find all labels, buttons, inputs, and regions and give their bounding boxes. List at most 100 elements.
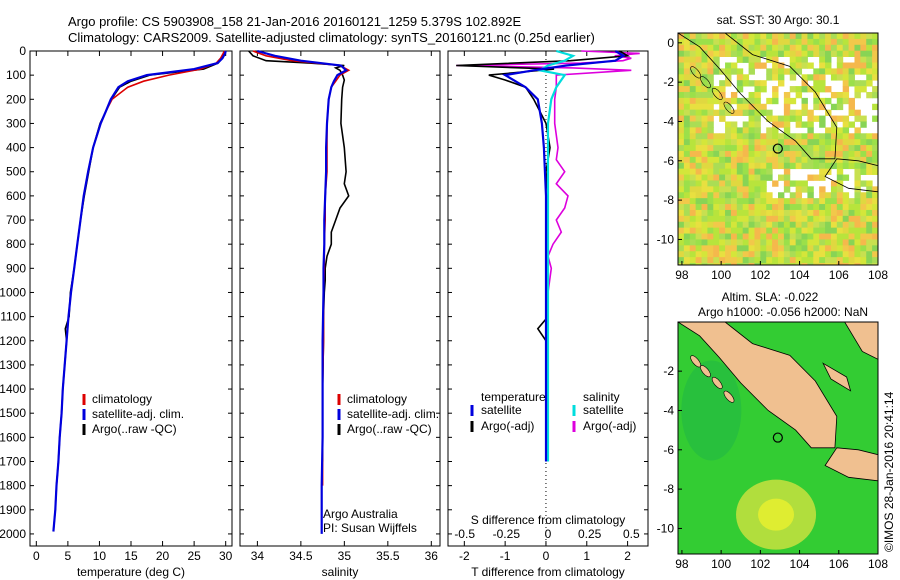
sst-cell <box>778 215 785 223</box>
sst-cell <box>701 139 708 146</box>
sst-cell <box>825 62 832 69</box>
sst-cell <box>772 133 779 140</box>
sst-cell <box>748 186 755 193</box>
sst-cell <box>742 186 750 193</box>
sst-cell <box>730 263 738 265</box>
sst-cell <box>795 145 803 152</box>
sst-cell <box>778 121 785 128</box>
depth-tick-label: 300 <box>6 116 26 130</box>
sst-cell <box>678 156 685 164</box>
sst-cell <box>801 204 808 211</box>
sst-cell <box>725 215 732 223</box>
sst-cell <box>872 74 878 81</box>
sst-cell <box>689 209 697 217</box>
sst-cell <box>772 221 779 229</box>
sst-cell <box>736 257 744 264</box>
sst-cell <box>742 168 750 175</box>
sst-cell <box>725 74 732 81</box>
sst-cell <box>754 121 761 128</box>
sst-cell <box>683 150 691 158</box>
sst-cell <box>695 127 703 134</box>
sst-cell <box>807 162 814 170</box>
sst-cell <box>766 68 773 75</box>
sst-cell <box>701 186 708 193</box>
sst-cell <box>783 215 791 223</box>
sst-cell <box>701 33 708 40</box>
sst-cell <box>860 215 867 223</box>
sst-cell <box>866 198 873 205</box>
sst-cell <box>772 257 779 264</box>
sst-cell <box>736 56 744 63</box>
sst-cell <box>713 139 720 146</box>
sst-cell <box>748 33 755 40</box>
sst-cell <box>730 44 738 52</box>
sst-cell <box>825 257 832 264</box>
sst-cell <box>854 245 861 252</box>
depth-tick-label: 2000 <box>0 527 26 541</box>
sst-cell <box>760 192 767 199</box>
sst-cell <box>742 127 750 134</box>
sst-cell <box>678 44 685 52</box>
sst-cell <box>789 263 797 265</box>
sla-map-ytick-label: -6 <box>663 443 674 457</box>
sst-cell <box>848 121 855 128</box>
sst-cell <box>707 62 714 69</box>
sst-cell <box>813 150 820 158</box>
sst-cell <box>736 180 744 187</box>
sst-cell <box>719 180 726 187</box>
sst-cell <box>772 56 779 63</box>
sst-map-content <box>678 33 878 265</box>
sst-cell <box>789 33 797 40</box>
sst-cell <box>754 257 761 264</box>
sst-cell <box>754 198 761 205</box>
sst-cell <box>854 115 861 122</box>
depth-tick-label: 0 <box>19 44 26 58</box>
sst-cell <box>866 162 873 170</box>
sst-cell <box>730 139 738 146</box>
sst-cell <box>795 86 803 93</box>
sst-cell <box>854 91 861 99</box>
sst-cell <box>813 233 820 240</box>
sst-cell <box>754 227 761 234</box>
sst-cell <box>801 50 808 57</box>
sst-cell <box>842 198 850 205</box>
sst-cell <box>836 192 844 199</box>
sst-cell <box>795 38 803 46</box>
sst-cell <box>760 257 767 264</box>
sst-cell <box>678 38 685 46</box>
sst-cell <box>689 186 697 193</box>
sst-cell <box>783 245 791 252</box>
sst-cell <box>842 257 850 264</box>
sst-cell <box>678 221 685 229</box>
sst-cell <box>807 263 814 265</box>
sst-cell <box>783 204 791 211</box>
sst-cell <box>695 174 703 181</box>
sst-cell <box>789 198 797 205</box>
sst-cell <box>860 180 867 187</box>
sst-cell <box>836 162 844 170</box>
sst-cell <box>736 68 744 75</box>
temperature-xtick-label: 0 <box>33 549 40 563</box>
sst-cell <box>872 145 878 152</box>
salinity-legend-label: Argo(..raw -QC) <box>347 422 432 436</box>
sst-cell <box>801 44 808 52</box>
sst-cell <box>683 239 691 246</box>
sst-cell <box>825 139 832 146</box>
sst-cell <box>854 257 861 264</box>
sst-cell <box>736 97 744 105</box>
sst-cell <box>789 192 797 199</box>
sst-cell <box>813 239 820 246</box>
sst-cell <box>719 145 726 152</box>
sst-cell <box>860 145 867 152</box>
sst-cell <box>754 139 761 146</box>
sst-cell <box>813 91 820 99</box>
sst-cell <box>854 227 861 234</box>
sst-cell <box>701 62 708 69</box>
sla-map-xtick-label: 108 <box>868 557 888 571</box>
sst-cell <box>760 186 767 193</box>
sst-cell <box>801 97 808 105</box>
sst-cell <box>866 80 873 87</box>
sst-cell <box>795 227 803 234</box>
sst-cell <box>701 103 708 111</box>
sst-cell <box>836 97 844 105</box>
